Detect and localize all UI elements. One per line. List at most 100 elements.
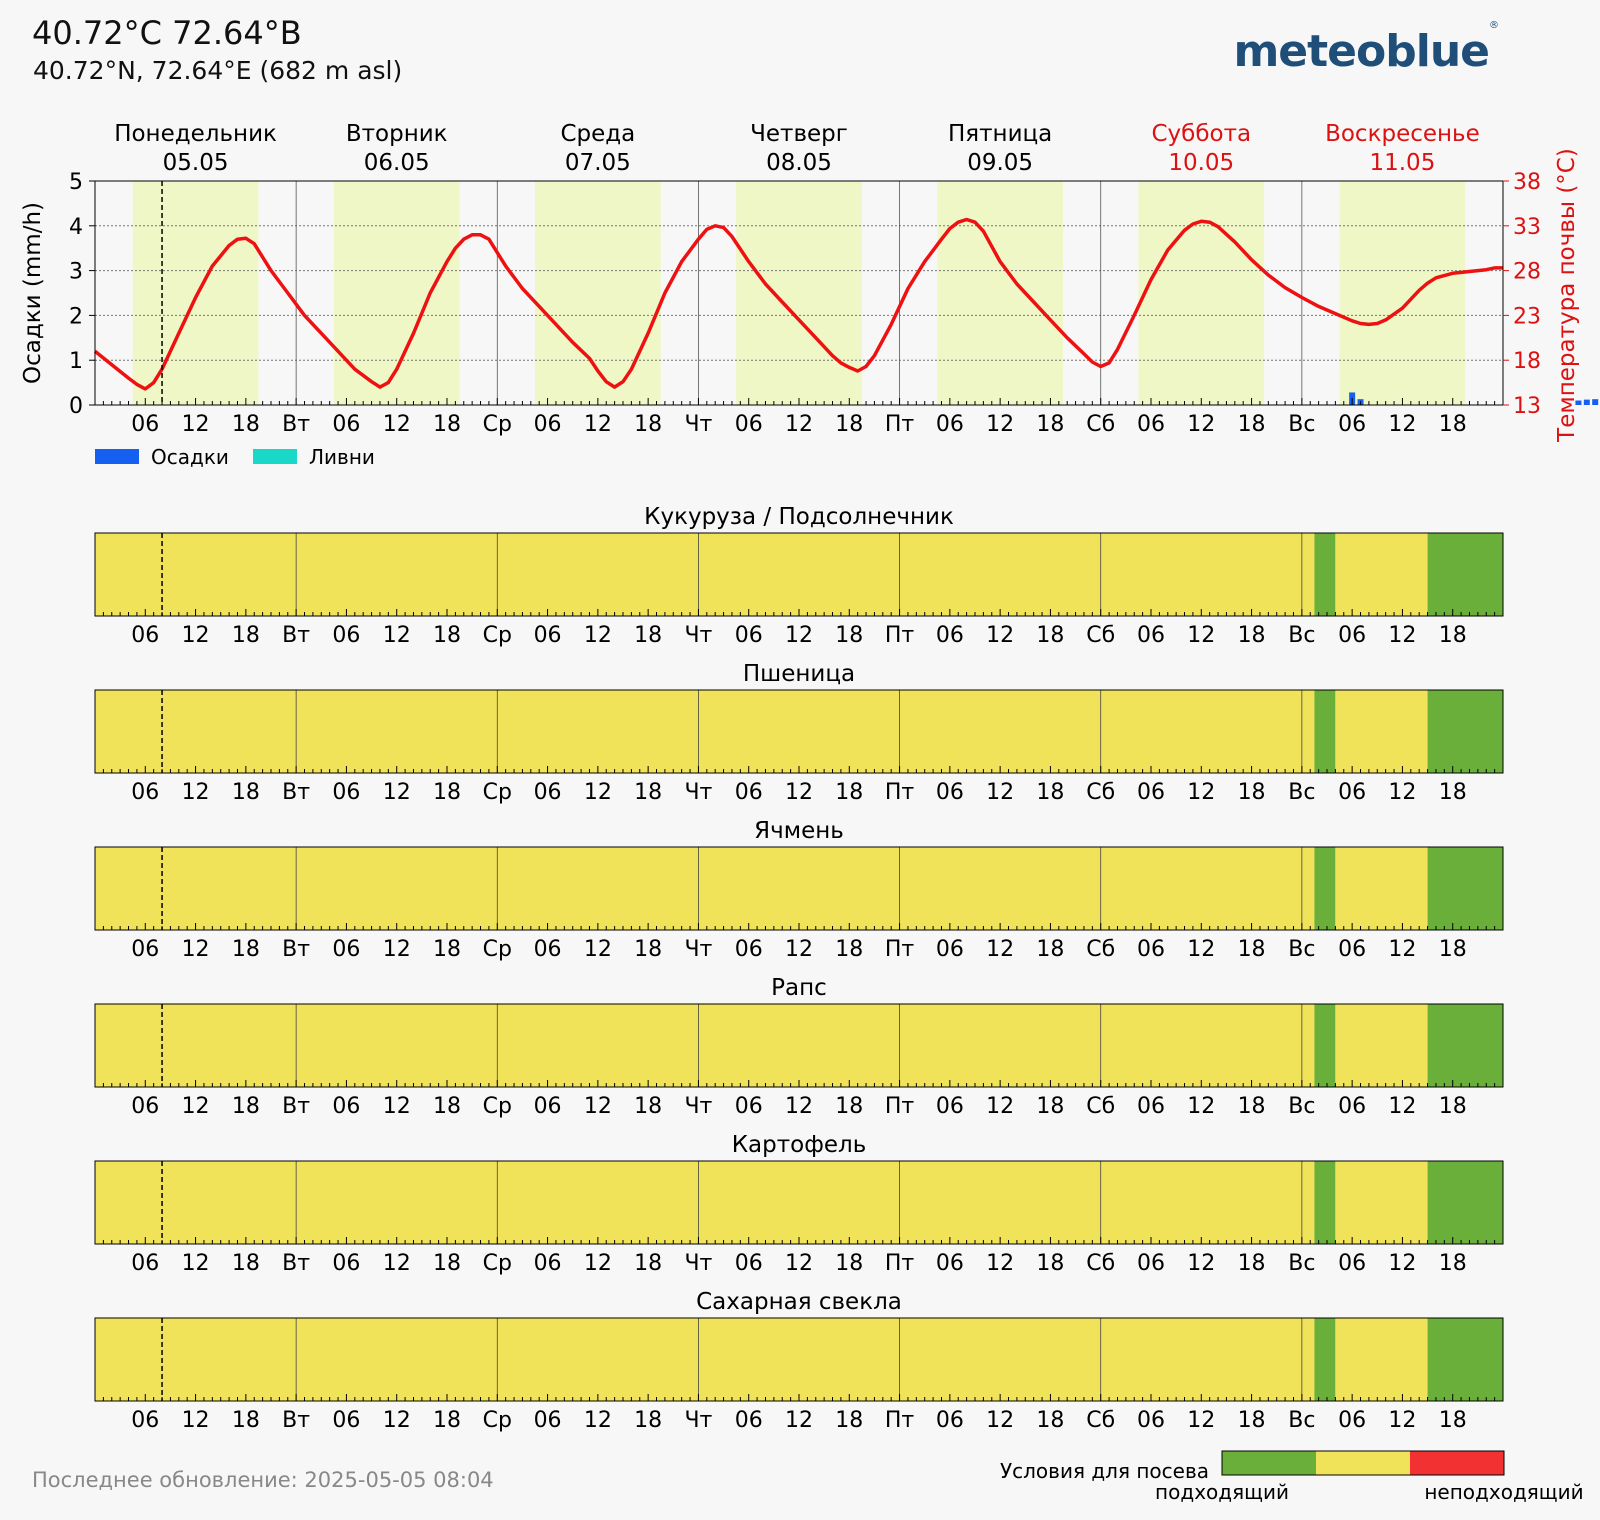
legend-label-precipitation: Осадки bbox=[151, 445, 229, 469]
x-tick-label: 18 bbox=[1439, 412, 1467, 437]
condition-segment bbox=[1335, 1161, 1428, 1244]
x-tick-label: 12 bbox=[584, 780, 612, 805]
x-tick-label: 18 bbox=[433, 1094, 461, 1119]
x-tick-label: 18 bbox=[1439, 1251, 1467, 1276]
crop-panel-title: Кукуруза / Подсолнечник bbox=[644, 504, 954, 530]
x-tick-label: Вт bbox=[282, 1251, 310, 1276]
y-tick-label: 4 bbox=[69, 215, 83, 240]
x-tick-label: 12 bbox=[182, 1251, 210, 1276]
x-tick-label: 06 bbox=[936, 412, 964, 437]
last-updated-text: Последнее обновление: 2025-05-05 08:04 bbox=[32, 1468, 494, 1492]
x-tick-label: 18 bbox=[835, 412, 863, 437]
x-tick-label: 18 bbox=[232, 780, 260, 805]
y2-tick-label: 28 bbox=[1513, 260, 1541, 285]
y2-tick-label: 13 bbox=[1513, 394, 1541, 419]
x-tick-label: 18 bbox=[232, 1251, 260, 1276]
x-tick-label: 12 bbox=[785, 937, 813, 962]
day-date-label: 08.05 bbox=[766, 150, 832, 176]
condition-segment bbox=[1427, 1161, 1503, 1244]
x-tick-label: 12 bbox=[986, 1408, 1014, 1433]
x-tick-label: 12 bbox=[182, 937, 210, 962]
daylight-band bbox=[736, 181, 862, 405]
x-tick-label: Вс bbox=[1288, 1408, 1315, 1433]
x-tick-label: 18 bbox=[1036, 623, 1064, 648]
x-tick-label: 06 bbox=[1137, 937, 1165, 962]
x-tick-label: Вс bbox=[1288, 1094, 1315, 1119]
x-tick-label: 12 bbox=[584, 937, 612, 962]
x-tick-label: 06 bbox=[131, 780, 159, 805]
x-tick-label: 06 bbox=[1338, 780, 1366, 805]
condition-segment bbox=[1427, 690, 1503, 773]
x-tick-label: Ср bbox=[483, 623, 512, 648]
x-tick-label: Чт bbox=[684, 780, 712, 805]
x-tick-label: 06 bbox=[735, 937, 763, 962]
day-name-label: Пятница bbox=[948, 121, 1052, 147]
x-tick-label: Чт bbox=[684, 1094, 712, 1119]
x-tick-label: 06 bbox=[332, 1408, 360, 1433]
x-tick-label: 18 bbox=[1036, 1094, 1064, 1119]
x-tick-label: 18 bbox=[1036, 937, 1064, 962]
x-tick-label: 12 bbox=[986, 1094, 1014, 1119]
x-tick-label: 12 bbox=[383, 937, 411, 962]
x-tick-label: 12 bbox=[1388, 780, 1416, 805]
x-tick-label: 06 bbox=[131, 1408, 159, 1433]
day-name-label: Понедельник bbox=[114, 121, 277, 147]
crop-panel-title: Рапс bbox=[771, 975, 827, 1001]
conditions-legend-high: неподходящий bbox=[1424, 1480, 1583, 1504]
soil-temperature-line bbox=[93, 217, 1503, 391]
x-tick-label: Ср bbox=[483, 1094, 512, 1119]
condition-segment bbox=[95, 690, 1315, 773]
condition-segment bbox=[95, 1161, 1315, 1244]
condition-segment bbox=[1335, 1318, 1428, 1401]
x-tick-label: Ср bbox=[483, 412, 512, 437]
x-tick-label: Пт bbox=[885, 1251, 915, 1276]
day-name-label: Среда bbox=[560, 121, 635, 147]
day-name-label: Воскресенье bbox=[1325, 121, 1480, 147]
x-tick-label: 12 bbox=[1187, 780, 1215, 805]
x-tick-label: Сб bbox=[1086, 1408, 1115, 1433]
day-date-label: 10.05 bbox=[1168, 150, 1234, 176]
x-tick-label: Чт bbox=[684, 1251, 712, 1276]
x-tick-label: 12 bbox=[383, 1094, 411, 1119]
conditions-legend-frame bbox=[1221, 1450, 1505, 1476]
condition-segment bbox=[1427, 847, 1503, 930]
legend-swatch-showers bbox=[253, 449, 297, 464]
x-tick-label: 06 bbox=[1137, 1094, 1165, 1119]
x-tick-label: 06 bbox=[735, 412, 763, 437]
x-tick-label: 12 bbox=[1388, 1094, 1416, 1119]
x-tick-label: 06 bbox=[1338, 623, 1366, 648]
x-tick-label: 12 bbox=[383, 1408, 411, 1433]
x-tick-label: 18 bbox=[634, 1251, 662, 1276]
x-tick-label: Вт bbox=[282, 1094, 310, 1119]
x-tick-label: 12 bbox=[383, 780, 411, 805]
x-tick-label: Вт bbox=[282, 412, 310, 437]
y-tick-label: 1 bbox=[69, 349, 83, 374]
day-date-label: 07.05 bbox=[565, 150, 631, 176]
x-tick-label: 12 bbox=[986, 1251, 1014, 1276]
x-tick-label: Ср bbox=[483, 1251, 512, 1276]
y-tick-label: 2 bbox=[69, 304, 83, 329]
day-name-label: Суббота bbox=[1151, 121, 1251, 147]
x-tick-label: 18 bbox=[1238, 1251, 1266, 1276]
condition-segment bbox=[95, 847, 1315, 930]
x-tick-label: 06 bbox=[1137, 1408, 1165, 1433]
x-tick-label: 18 bbox=[232, 937, 260, 962]
x-tick-label: 12 bbox=[1388, 1251, 1416, 1276]
x-tick-label: 18 bbox=[232, 1408, 260, 1433]
day-date-label: 05.05 bbox=[163, 150, 229, 176]
meteoblue-logo: meteoblue® bbox=[1233, 20, 1499, 77]
day-date-label: 06.05 bbox=[364, 150, 430, 176]
condition-segment bbox=[95, 1318, 1315, 1401]
conditions-legend-swatch bbox=[1316, 1451, 1410, 1475]
y2-tick-label: 18 bbox=[1513, 349, 1541, 374]
x-tick-label: 12 bbox=[1187, 623, 1215, 648]
x-tick-label: Вс bbox=[1288, 623, 1315, 648]
x-tick-label: 18 bbox=[1238, 780, 1266, 805]
x-tick-label: 12 bbox=[182, 1408, 210, 1433]
x-tick-label: 12 bbox=[1187, 1094, 1215, 1119]
x-tick-label: 18 bbox=[835, 1094, 863, 1119]
x-tick-label: 12 bbox=[182, 1094, 210, 1119]
x-tick-label: 06 bbox=[131, 1094, 159, 1119]
x-tick-label: Сб bbox=[1086, 412, 1115, 437]
condition-segment bbox=[1314, 1318, 1336, 1401]
